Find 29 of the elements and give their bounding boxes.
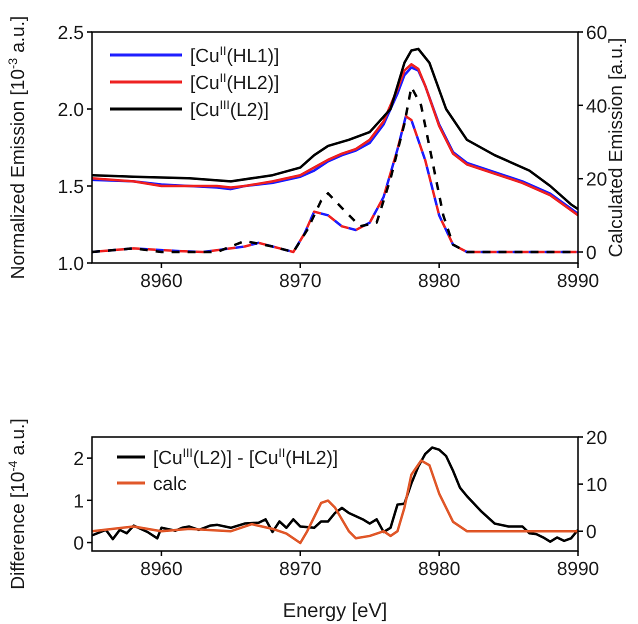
y-tick-label: 1 bbox=[73, 491, 84, 512]
legend-label: calc bbox=[153, 474, 187, 495]
y-tick-label: 2.5 bbox=[58, 23, 84, 44]
y2-tick-label: 60 bbox=[586, 23, 608, 44]
x-tick-label: 8970 bbox=[279, 271, 322, 292]
y2-tick-label: 0 bbox=[586, 522, 597, 544]
y2-tick-label: 20 bbox=[586, 428, 608, 449]
x-tick-label: 8990 bbox=[556, 271, 600, 292]
y-tick-label: 0 bbox=[73, 534, 84, 555]
x-tick-label: 8970 bbox=[279, 559, 322, 580]
y-tick-label: 2 bbox=[73, 449, 84, 470]
x-tick-label: 8980 bbox=[418, 271, 460, 292]
legend-label: [Cu$^{III}$(L2)] bbox=[190, 98, 269, 121]
y-tick-label: 2.0 bbox=[58, 100, 84, 121]
x-axis-title: Energy [eV] bbox=[282, 600, 388, 622]
y2-tick-label: 10 bbox=[586, 475, 608, 496]
y-tick-label: 1.5 bbox=[58, 177, 84, 198]
y2-tick-label: 20 bbox=[586, 170, 608, 191]
legend-label: [Cu$^{III}$(L2)] - [Cu$^{II}$(HL2)] bbox=[153, 446, 338, 469]
legend-label: [Cu$^{II}$(HL1)] bbox=[190, 44, 280, 67]
x-tick-label: 8960 bbox=[140, 271, 183, 292]
y2-tick-label: 40 bbox=[586, 96, 608, 118]
x-tick-label: 8980 bbox=[418, 559, 460, 580]
legend-label: [Cu$^{II}$(HL2)] bbox=[190, 71, 280, 94]
x-tick-label: 8990 bbox=[556, 559, 600, 580]
y2-tick-label: 0 bbox=[586, 243, 597, 264]
y-tick-label: 1.0 bbox=[58, 254, 84, 275]
y2-axis-title: Calculated Emission [a.u.] bbox=[606, 38, 627, 258]
x-tick-label: 8960 bbox=[140, 559, 183, 580]
